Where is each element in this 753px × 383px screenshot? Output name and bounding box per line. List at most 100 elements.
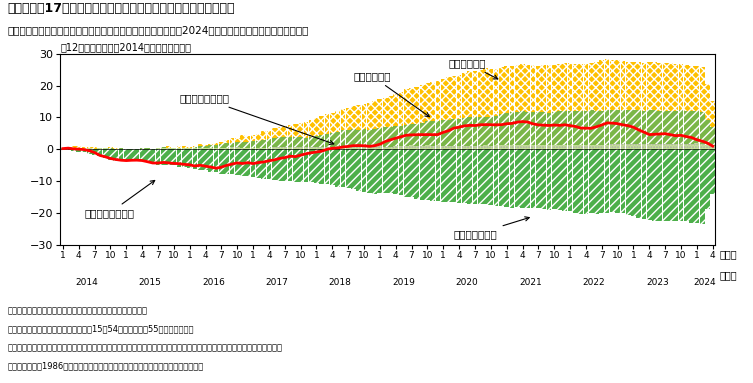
Bar [652, 110, 657, 144]
Bar [589, 145, 593, 149]
Bar [425, 149, 430, 200]
Text: 2022: 2022 [583, 278, 605, 286]
Bar [610, 60, 614, 110]
Bar [66, 147, 71, 148]
Bar [367, 149, 372, 193]
Bar [135, 149, 139, 160]
Bar [505, 145, 509, 149]
Bar [377, 100, 383, 128]
Bar [404, 89, 409, 125]
Bar [610, 149, 614, 213]
Bar [684, 149, 689, 221]
Bar [219, 142, 224, 144]
Bar [372, 129, 377, 146]
Bar [452, 76, 456, 119]
Bar [156, 147, 160, 149]
Bar [314, 147, 319, 149]
Bar [314, 118, 319, 136]
Bar [578, 111, 583, 145]
Bar [610, 110, 614, 144]
Text: 遷移総数（折線）: 遷移総数（折線） [84, 180, 154, 218]
Bar [584, 149, 588, 214]
Bar [256, 149, 261, 178]
Bar [309, 137, 313, 147]
Bar [657, 111, 662, 144]
Bar [114, 147, 118, 149]
Bar [330, 149, 334, 185]
Bar [267, 131, 271, 139]
Bar [552, 65, 556, 112]
Bar [356, 146, 361, 149]
Bar [361, 129, 367, 146]
Bar [710, 101, 715, 128]
Bar [626, 144, 630, 149]
Bar [657, 62, 662, 111]
Bar [678, 64, 684, 110]
Bar [261, 149, 266, 179]
Bar [193, 148, 197, 149]
Text: 女性遷移確率: 女性遷移確率 [449, 58, 498, 79]
Bar [303, 147, 308, 149]
Bar [388, 147, 393, 149]
Bar [356, 105, 361, 130]
Bar [340, 109, 346, 130]
Bar [267, 147, 271, 149]
Bar [520, 149, 525, 208]
Bar [256, 141, 261, 148]
Bar [478, 146, 483, 149]
Bar [615, 144, 620, 149]
Bar [288, 149, 292, 181]
Text: ２．男性及び女性はそれぞれ15〜54歳、高齢者は55歳以上男女計。: ２．男性及び女性はそれぞれ15〜54歳、高齢者は55歳以上男女計。 [8, 325, 194, 334]
Bar [272, 128, 276, 138]
Bar [388, 127, 393, 147]
Bar [489, 69, 493, 116]
Bar [346, 149, 351, 188]
Bar [224, 147, 229, 149]
Bar [599, 61, 604, 111]
Bar [314, 149, 319, 183]
Text: 第１－１－17図　非労働力人口から労働力人口への遷移要因分解: 第１－１－17図 非労働力人口から労働力人口への遷移要因分解 [8, 2, 235, 15]
Bar [599, 111, 604, 145]
Bar [520, 111, 525, 145]
Bar [694, 143, 700, 149]
Bar [409, 149, 414, 197]
Bar [483, 116, 488, 146]
Bar [705, 149, 710, 210]
Bar [447, 120, 451, 146]
Bar [372, 149, 377, 194]
Bar [678, 110, 684, 144]
Bar [430, 149, 435, 201]
Bar [230, 142, 234, 147]
Bar [573, 149, 578, 213]
Bar [541, 112, 546, 145]
Bar [536, 145, 541, 149]
Bar [615, 110, 620, 144]
Bar [314, 136, 319, 147]
Bar [647, 149, 651, 220]
Bar [377, 149, 383, 193]
Bar [177, 149, 181, 167]
Bar [599, 145, 604, 149]
Text: 男性遷移確率: 男性遷移確率 [353, 71, 429, 117]
Bar [441, 120, 446, 146]
Bar [161, 149, 166, 165]
Bar [230, 149, 234, 174]
Bar [605, 110, 609, 145]
Bar [245, 148, 250, 149]
Bar [626, 62, 630, 110]
Bar [277, 149, 282, 182]
Bar [319, 149, 324, 183]
Bar [515, 149, 520, 207]
Bar [578, 145, 583, 149]
Bar [657, 144, 662, 149]
Bar [293, 147, 297, 149]
Bar [319, 147, 324, 149]
Bar [203, 148, 208, 149]
Bar [414, 149, 419, 198]
Bar [689, 66, 694, 111]
Bar [145, 148, 150, 149]
Bar [568, 145, 572, 149]
Bar [483, 146, 488, 149]
Bar [457, 75, 462, 118]
Bar [108, 149, 113, 160]
